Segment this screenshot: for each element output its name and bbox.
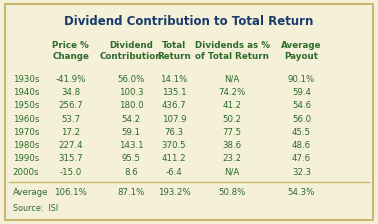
Text: N/A: N/A	[225, 75, 240, 84]
Text: 76.3: 76.3	[164, 128, 184, 137]
Text: 135.1: 135.1	[162, 88, 186, 97]
Text: 74.2%: 74.2%	[218, 88, 246, 97]
Text: Source:  ISI: Source: ISI	[12, 204, 58, 213]
Text: 95.5: 95.5	[121, 154, 140, 163]
Text: Average: Average	[12, 188, 48, 197]
Text: 90.1%: 90.1%	[288, 75, 315, 84]
Text: 17.2: 17.2	[61, 128, 81, 137]
Text: 32.3: 32.3	[292, 168, 311, 177]
Text: -6.4: -6.4	[166, 168, 182, 177]
Text: 14.1%: 14.1%	[160, 75, 188, 84]
Text: Dividend Contribution to Total Return: Dividend Contribution to Total Return	[64, 15, 314, 28]
Text: 1980s: 1980s	[12, 141, 39, 150]
Text: 315.7: 315.7	[59, 154, 83, 163]
Text: 106.1%: 106.1%	[54, 188, 87, 197]
Text: 77.5: 77.5	[223, 128, 242, 137]
Text: 53.7: 53.7	[61, 115, 81, 124]
Text: Average
Payout: Average Payout	[281, 41, 322, 61]
Text: 87.1%: 87.1%	[117, 188, 144, 197]
Text: 180.0: 180.0	[119, 101, 143, 110]
Text: 100.3: 100.3	[119, 88, 143, 97]
Text: 1930s: 1930s	[12, 75, 39, 84]
Text: 38.6: 38.6	[223, 141, 242, 150]
Text: 54.6: 54.6	[292, 101, 311, 110]
Text: 54.3%: 54.3%	[288, 188, 315, 197]
Text: 59.1: 59.1	[121, 128, 140, 137]
FancyBboxPatch shape	[5, 4, 373, 220]
Text: -41.9%: -41.9%	[56, 75, 86, 84]
Text: Dividends as %
of Total Return: Dividends as % of Total Return	[195, 41, 270, 61]
Text: Price %
Change: Price % Change	[53, 41, 89, 61]
Text: 48.6: 48.6	[292, 141, 311, 150]
Text: 56.0%: 56.0%	[117, 75, 144, 84]
Text: 227.4: 227.4	[59, 141, 83, 150]
Text: 1990s: 1990s	[12, 154, 39, 163]
Text: 1940s: 1940s	[12, 88, 39, 97]
Text: 50.8%: 50.8%	[218, 188, 246, 197]
Text: 2000s: 2000s	[12, 168, 39, 177]
Text: 50.2: 50.2	[223, 115, 242, 124]
Text: 1960s: 1960s	[12, 115, 39, 124]
Text: 411.2: 411.2	[162, 154, 186, 163]
Text: 56.0: 56.0	[292, 115, 311, 124]
Text: Dividend
Contribution: Dividend Contribution	[99, 41, 162, 61]
Text: 436.7: 436.7	[162, 101, 186, 110]
Text: 41.2: 41.2	[223, 101, 242, 110]
Text: 1970s: 1970s	[12, 128, 39, 137]
Text: 107.9: 107.9	[162, 115, 186, 124]
Text: 59.4: 59.4	[292, 88, 311, 97]
Text: 23.2: 23.2	[223, 154, 242, 163]
Text: Total
Return: Total Return	[157, 41, 191, 61]
Text: 370.5: 370.5	[162, 141, 186, 150]
Text: 47.6: 47.6	[292, 154, 311, 163]
Text: 45.5: 45.5	[292, 128, 311, 137]
Text: 54.2: 54.2	[121, 115, 140, 124]
Text: 256.7: 256.7	[59, 101, 83, 110]
Text: 143.1: 143.1	[119, 141, 143, 150]
Text: -15.0: -15.0	[60, 168, 82, 177]
Text: 1950s: 1950s	[12, 101, 39, 110]
Text: 193.2%: 193.2%	[158, 188, 191, 197]
Text: 8.6: 8.6	[124, 168, 138, 177]
Text: 34.8: 34.8	[61, 88, 81, 97]
Text: N/A: N/A	[225, 168, 240, 177]
